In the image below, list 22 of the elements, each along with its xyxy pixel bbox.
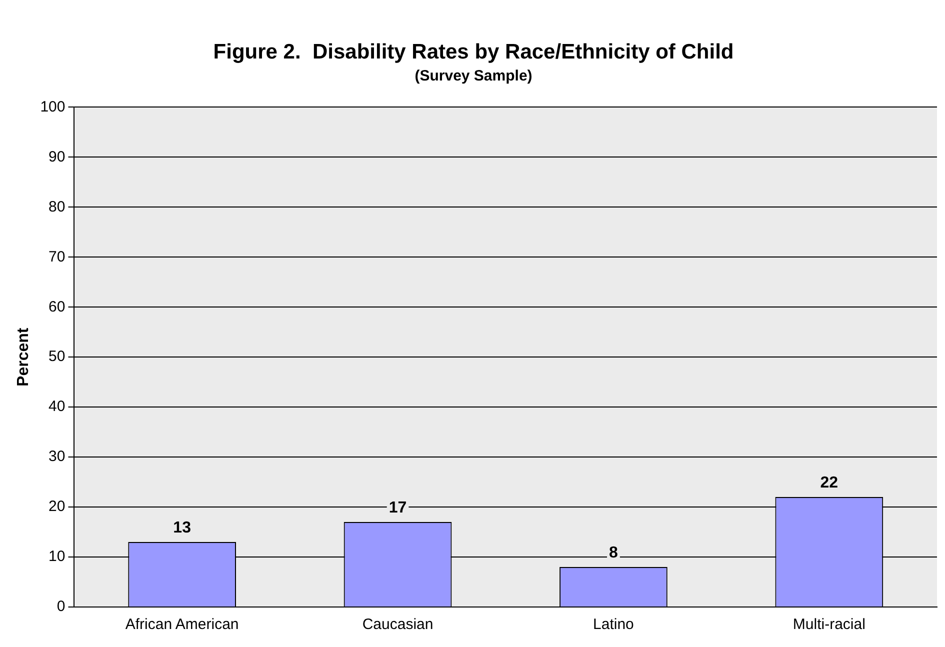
y-tick-label: 30 — [48, 448, 66, 466]
x-tick-label: Caucasian — [362, 616, 434, 634]
y-tick-label: 10 — [48, 548, 66, 566]
y-axis-title: Percent — [15, 327, 32, 386]
y-tick-label: 80 — [48, 198, 66, 216]
data-label: 22 — [820, 474, 838, 492]
y-tick-label: 90 — [48, 148, 66, 166]
x-tick-label: Multi-racial — [792, 616, 866, 634]
y-tick-label: 100 — [40, 98, 66, 116]
data-label: 17 — [388, 499, 407, 516]
y-tick-label: 60 — [48, 298, 66, 316]
y-tick-label: 0 — [56, 598, 66, 616]
y-tick-label: 20 — [48, 498, 66, 516]
chart-title: Figure 2. Disability Rates by Race/Ethnicity of Child — [213, 40, 734, 64]
y-tick-label: 40 — [48, 398, 66, 416]
data-label: 13 — [173, 519, 192, 536]
x-tick-label: African American — [125, 616, 239, 634]
x-tick-label: Latino — [593, 616, 634, 634]
y-tick-label: 50 — [48, 348, 66, 366]
chart-subtitle: (Survey Sample) — [414, 67, 532, 84]
y-tick-label: 70 — [48, 248, 66, 266]
data-label: 8 — [609, 544, 618, 562]
